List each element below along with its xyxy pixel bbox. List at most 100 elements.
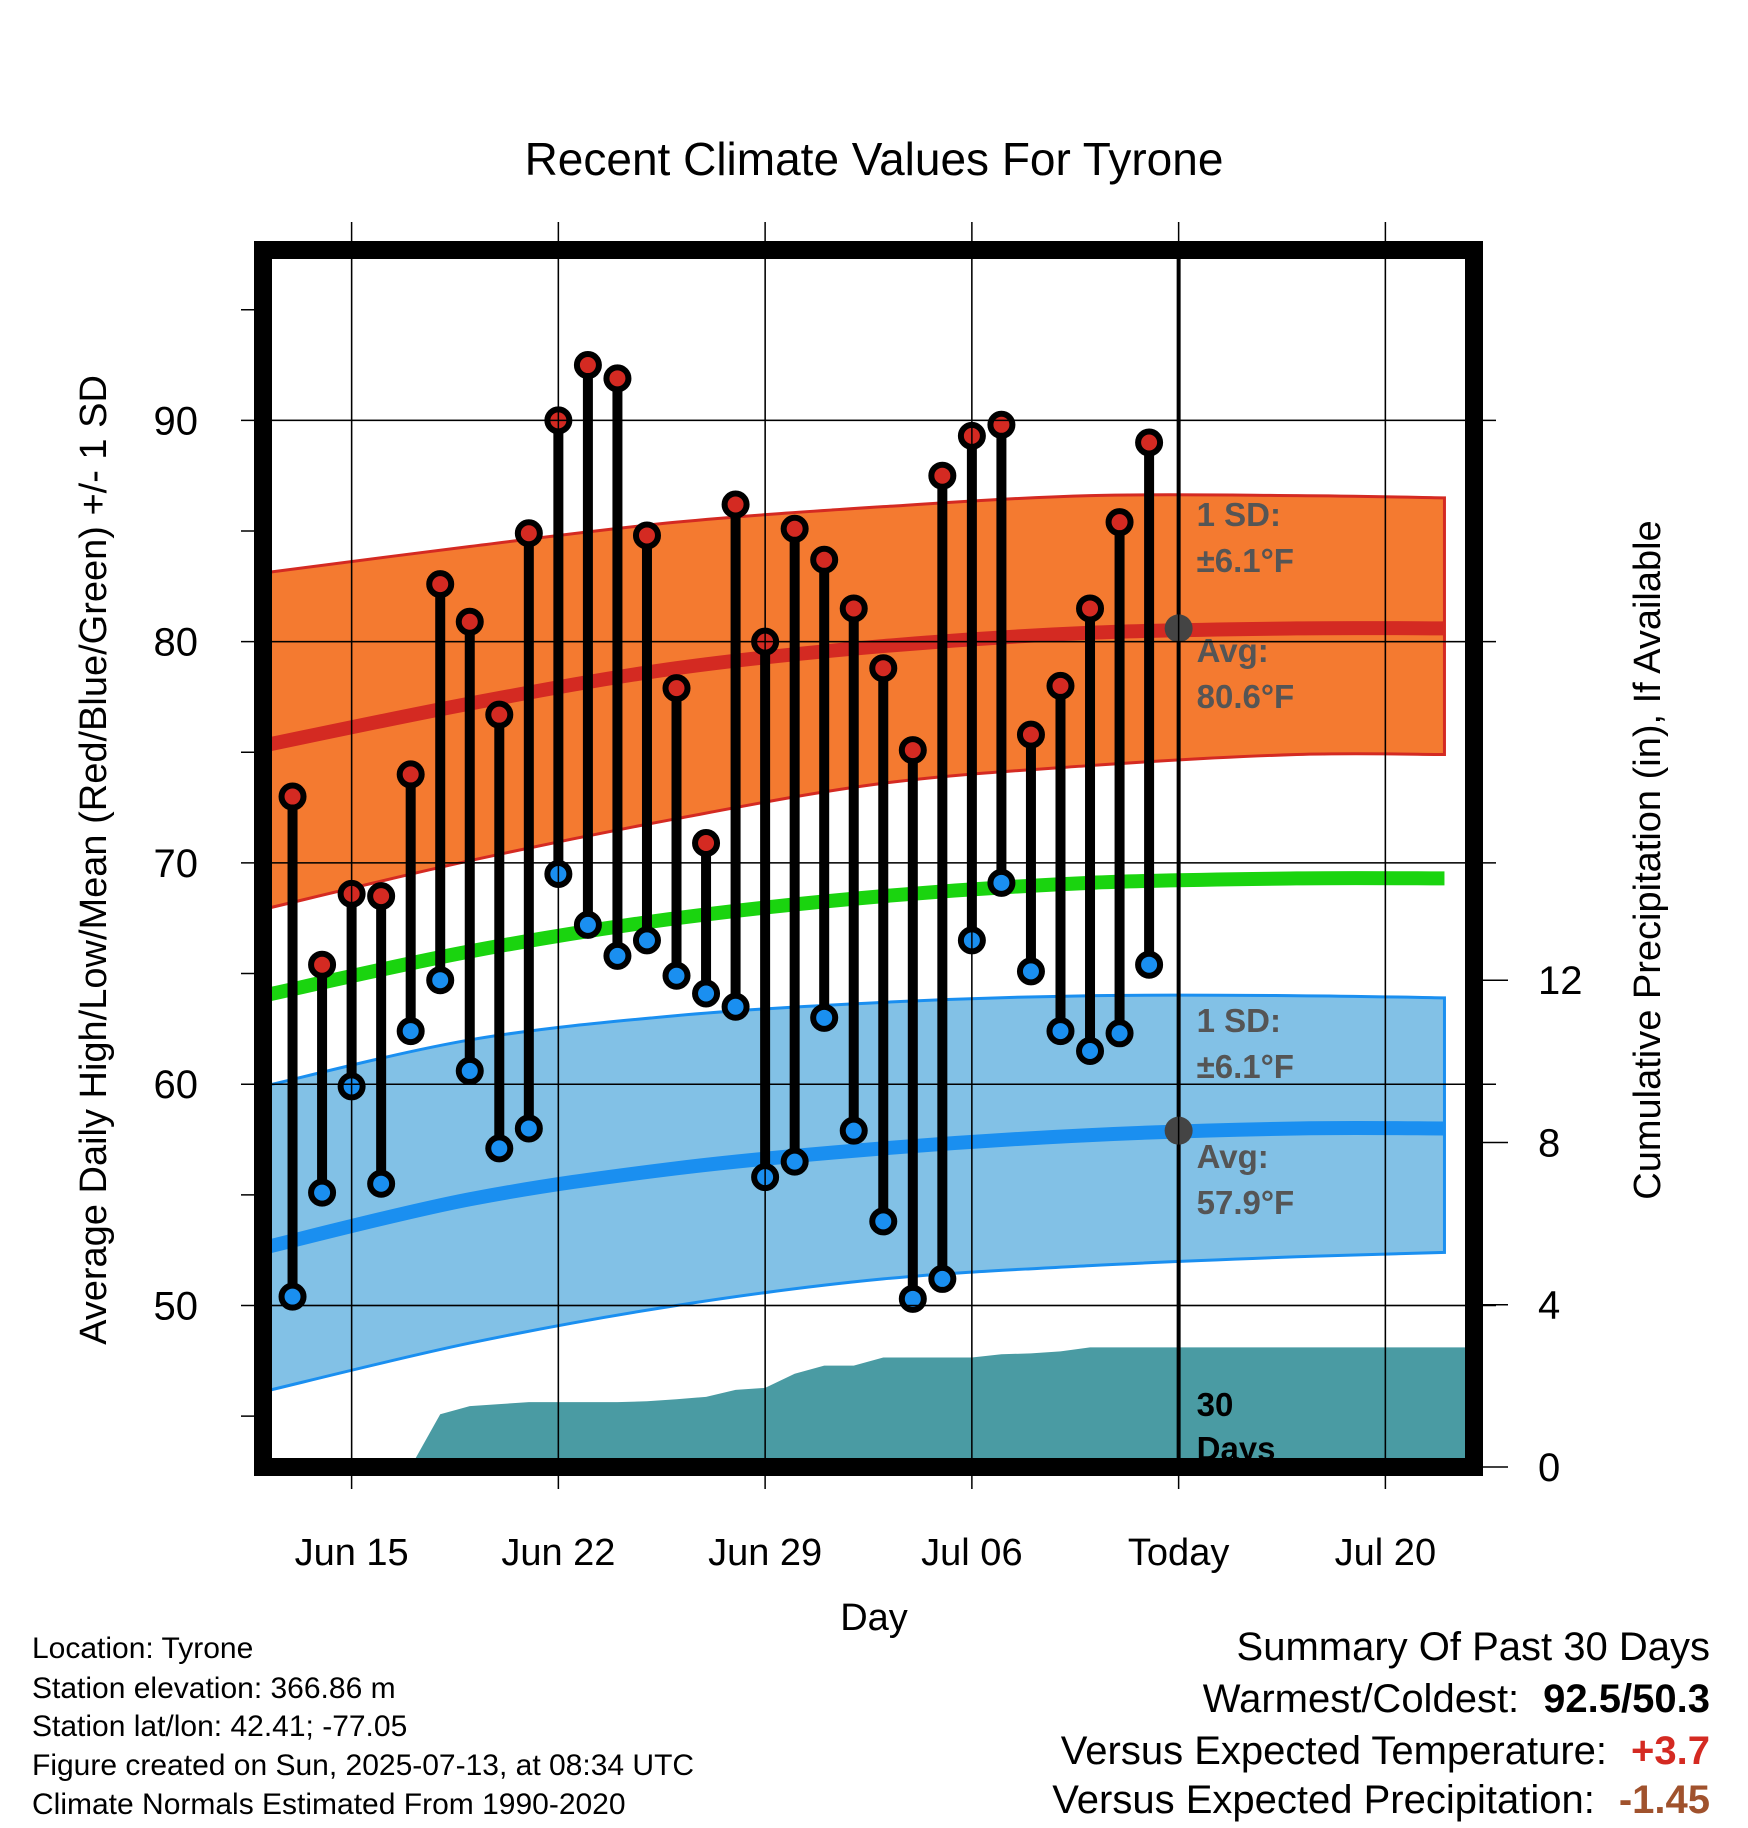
summary-temp-label: Versus Expected Temperature: — [1060, 1729, 1608, 1773]
daily-low-point — [632, 926, 661, 955]
summary-warmest-coldest-value: 92.5/50.3 — [1543, 1677, 1710, 1721]
plot-area: 1 SD: ±6.1°F Avg: 80.6°F 1 SD: ±6.1°F Avg: 57.9… — [154, 222, 1583, 1574]
daily-high-point — [1016, 720, 1045, 749]
daily-high-point — [573, 351, 602, 380]
summary-warmest-coldest-row: Warmest/Coldest: 92.5/50.3 — [1203, 1677, 1710, 1722]
summary-title: Summary Of Past 30 Days — [1236, 1625, 1710, 1669]
daily-low-point — [928, 1264, 957, 1293]
daily-high-point — [278, 782, 307, 811]
y-tick-label-right: 12 — [1538, 959, 1583, 1003]
daily-high-point — [632, 521, 661, 550]
daily-high-point — [426, 570, 455, 599]
daily-low-point — [662, 961, 691, 990]
daily-high-point — [987, 410, 1016, 439]
plot-frame — [254, 241, 1483, 1476]
daily-high-point — [396, 760, 425, 789]
daily-low-point — [780, 1147, 809, 1176]
daily-low-point — [1105, 1019, 1134, 1048]
daily-low-point — [1046, 1017, 1075, 1046]
x-tick-label: Jun 22 — [501, 1532, 615, 1574]
daily-low-point — [396, 1017, 425, 1046]
summary-temp-value: +3.7 — [1631, 1729, 1710, 1773]
daily-high-point — [1105, 508, 1134, 537]
daily-low-point — [898, 1284, 927, 1313]
x-tick-label: Jul 20 — [1335, 1532, 1436, 1574]
summary-precip-label: Versus Expected Precipitation: — [1052, 1778, 1595, 1822]
daily-low-point — [810, 1003, 839, 1032]
daily-low-point — [308, 1178, 337, 1207]
y-tick-label-right: 8 — [1538, 1121, 1560, 1165]
low-sd-value: ±6.1°F — [1197, 1048, 1294, 1085]
daily-low-point — [367, 1169, 396, 1198]
daily-low-point — [426, 966, 455, 995]
y-axis-label-right: Cumulative Precipitation (in), If Availa… — [1627, 520, 1669, 1199]
daily-low-point — [839, 1116, 868, 1145]
daily-low-point — [603, 941, 632, 970]
daily-low-point — [692, 979, 721, 1008]
info-latlon: Station lat/lon: 42.41; -77.05 — [32, 1710, 408, 1743]
daily-high-point — [898, 736, 927, 765]
y-tick-label-left: 50 — [154, 1284, 199, 1328]
daily-low-point — [278, 1282, 307, 1311]
high-sd-label: 1 SD: — [1197, 496, 1281, 533]
daily-high-point — [780, 514, 809, 543]
daily-high-point — [810, 545, 839, 574]
y-axis-label-left: Average Daily High/Low/Mean (Red/Blue/Gr… — [73, 375, 115, 1345]
y-tick-label-right: 0 — [1538, 1446, 1560, 1490]
daily-low-point — [721, 992, 750, 1021]
daily-high-point — [308, 950, 337, 979]
daily-high-point — [869, 654, 898, 683]
daily-high-point — [692, 829, 721, 858]
daily-low-point — [455, 1056, 484, 1085]
daily-high-point — [455, 607, 484, 636]
x-tick-label: Jun 29 — [708, 1532, 822, 1574]
chart-title: Recent Climate Values For Tyrone — [525, 133, 1224, 185]
info-created: Figure created on Sun, 2025-07-13, at 08… — [32, 1749, 695, 1782]
daily-low-point — [514, 1114, 543, 1143]
daily-high-point — [928, 461, 957, 490]
daily-low-point — [1076, 1037, 1105, 1066]
high-sd-value: ±6.1°F — [1197, 542, 1294, 579]
summary-warmest-coldest-label: Warmest/Coldest: — [1202, 1677, 1520, 1721]
high-avg-label: Avg: — [1197, 632, 1269, 669]
daily-high-point — [514, 519, 543, 548]
summary-precip-row: Versus Expected Precipitation: -1.45 — [1052, 1778, 1710, 1823]
x-axis-label: Day — [840, 1597, 908, 1639]
precip-window-line1: 30 — [1197, 1386, 1234, 1423]
low-sd-label: 1 SD: — [1197, 1002, 1281, 1039]
cumulative-precip-area — [351, 1347, 1474, 1467]
daily-high-point — [662, 674, 691, 703]
daily-high-point — [367, 882, 396, 911]
summary-precip-value: -1.45 — [1618, 1778, 1710, 1822]
daily-high-point — [1135, 428, 1164, 457]
info-elevation: Station elevation: 366.86 m — [32, 1672, 396, 1705]
daily-low-point — [573, 910, 602, 939]
x-tick-label: Jun 15 — [295, 1532, 409, 1574]
low-avg-label: Avg: — [1197, 1138, 1269, 1175]
y-tick-label-left: 60 — [154, 1063, 199, 1107]
y-tick-label-left: 90 — [154, 399, 199, 443]
daily-low-point — [987, 868, 1016, 897]
daily-low-point — [869, 1207, 898, 1236]
low-avg-value: 57.9°F — [1197, 1184, 1295, 1221]
daily-high-point — [839, 594, 868, 623]
y-tick-label-right: 4 — [1538, 1284, 1560, 1328]
info-location: Location: Tyrone — [32, 1632, 254, 1665]
daily-low-point — [1135, 950, 1164, 979]
daily-high-point — [603, 364, 632, 393]
x-tick-label: Today — [1128, 1532, 1229, 1574]
daily-high-point — [721, 490, 750, 519]
daily-high-point — [1046, 671, 1075, 700]
info-normals: Climate Normals Estimated From 1990-2020 — [32, 1788, 626, 1821]
daily-high-point — [1076, 594, 1105, 623]
y-tick-label-left: 80 — [154, 621, 199, 665]
daily-high-point — [485, 700, 514, 729]
y-tick-label-left: 70 — [154, 842, 199, 886]
x-tick-label: Jul 06 — [921, 1532, 1022, 1574]
daily-low-point — [485, 1134, 514, 1163]
plot-inner: 1 SD: ±6.1°F Avg: 80.6°F 1 SD: ±6.1°F Avg: 57.9… — [263, 250, 1474, 1467]
high-avg-value: 80.6°F — [1197, 678, 1295, 715]
summary-temp-row: Versus Expected Temperature: +3.7 — [1061, 1729, 1710, 1774]
daily-low-point — [1016, 957, 1045, 986]
